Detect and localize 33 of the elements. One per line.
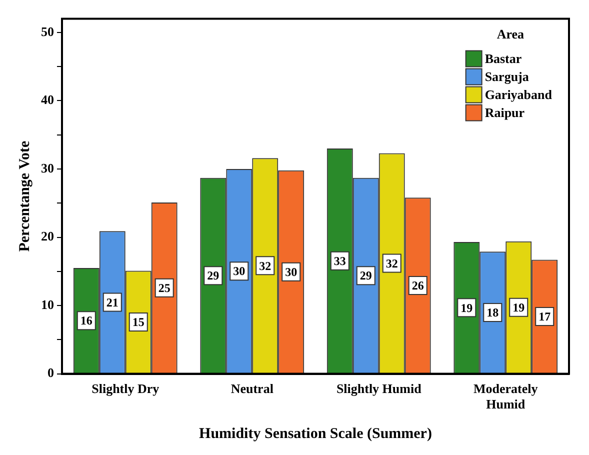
data-label: 26: [412, 278, 424, 293]
data-label: 29: [360, 268, 372, 283]
data-label: 25: [158, 280, 170, 295]
data-label: 15: [132, 315, 144, 330]
x-tick-label: Neutral: [230, 380, 274, 396]
y-tick-label: 0: [48, 365, 54, 380]
data-label: 18: [486, 306, 499, 320]
y-axis-title: Percentange Vote: [16, 140, 33, 252]
y-tick-label: 40: [41, 92, 54, 108]
legend-label: Sarguja: [484, 69, 530, 84]
data-label: 30: [285, 264, 298, 279]
x-axis-title: Humidity Sensation Scale (Summer): [199, 426, 432, 442]
data-label: 17: [538, 310, 551, 324]
data-label: 19: [460, 300, 473, 315]
x-tick-label: Moderately Humid: [473, 380, 538, 412]
legend-label: Raipur: [484, 105, 525, 120]
y-tick-label: 30: [41, 160, 54, 176]
data-label: 33: [334, 254, 346, 268]
data-label: 32: [386, 256, 398, 270]
legend-label: Bastar: [484, 51, 522, 66]
y-tick-label: 50: [41, 24, 54, 39]
data-label: 19: [512, 300, 525, 314]
legend-title: Area: [496, 26, 524, 42]
data-label: 16: [80, 314, 92, 328]
data-label: 32: [259, 258, 272, 273]
x-tick-label: Slightly Humid: [336, 380, 422, 396]
y-tick-label: 10: [41, 296, 54, 312]
y-tick-label: 20: [41, 228, 54, 244]
data-label: 29: [207, 268, 220, 283]
data-label: 21: [106, 295, 118, 310]
x-tick-label: Slightly Dry: [92, 380, 160, 396]
legend-label: Gariyaband: [484, 87, 553, 102]
data-label: 30: [233, 264, 246, 278]
